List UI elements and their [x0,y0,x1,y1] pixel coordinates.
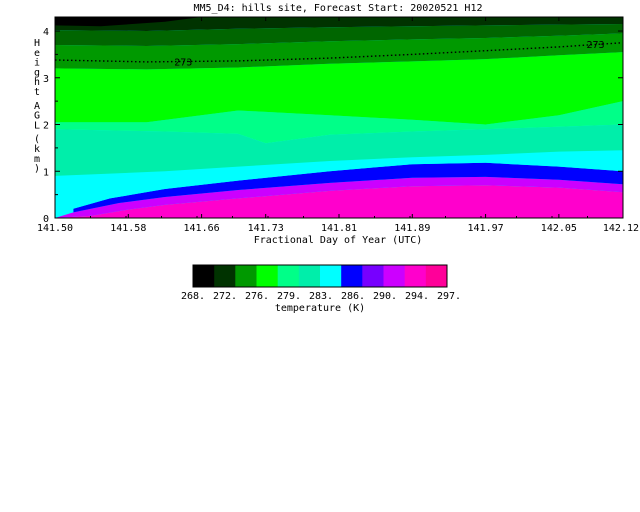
colorbar-swatch [362,265,384,287]
y-tick-label: 3 [43,74,49,85]
colorbar-swatch [404,265,427,287]
y-tick-label: 4 [43,27,49,38]
y-label-char: g [34,67,40,78]
contour-273 [55,42,623,63]
y-label-char: A [34,101,40,112]
colorbar-swatch [214,265,236,287]
y-label-char: i [34,58,40,69]
y-label-char: ) [34,164,40,175]
y-label-char: H [34,38,40,49]
colorbar-tick-label: 276. [245,291,269,302]
field-band-268-272 [55,33,623,70]
colorbar: 268. 272. 276. 279. 283. 286. 290. 294. 297. [181,264,461,302]
colorbar-swatch [425,265,448,287]
y-tick-label: 0 [43,214,49,225]
x-axis: 141.50 141.58 141.66 141.73 141.81 141.89 141.… [37,17,639,234]
colorbar-tick-label: 294. [405,291,429,302]
colorbar-tick-label: 268. [181,291,205,302]
y-label-char: ( [34,134,40,145]
field-band-290-294 [55,176,623,218]
colorbar-tick-label: 283. [309,291,333,302]
colorbar-label: temperature (K) [275,303,365,314]
colorbar-tick-label: 279. [277,291,301,302]
field-band-272-276 [55,52,623,125]
colorbar-swatch [320,265,342,287]
x-tick-label: 142.05 [541,223,577,234]
field-band-260-264 [55,17,623,31]
colorbar-swatch [256,265,279,287]
colorbar-swatch [235,265,257,287]
field-band-283-286 [55,150,623,218]
x-tick-label: 141.97 [468,223,504,234]
y-label-char: L [34,120,40,131]
x-tick-label: 141.58 [110,223,146,234]
colorbar-swatch [277,265,300,287]
y-label-char: G [34,111,40,122]
contour-label: 273 [586,40,604,51]
plot-area: 273 273 [55,17,623,218]
y-axis: 0 1 2 3 4 [43,27,623,225]
colorbar-swatch [193,265,215,287]
y-label-char: e [34,48,40,59]
y-label-char: h [34,77,40,88]
colorbar-tick-label: 286. [341,291,365,302]
x-tick-label: 141.66 [184,223,220,234]
chart-title: MM5_D4: hills site, Forecast Start: 2002… [194,3,483,14]
colorbar-swatch [341,265,363,287]
x-tick-label: 141.50 [37,223,73,234]
field-band-279-283 [55,124,623,176]
colorbar-tick-label: 272. [213,291,237,302]
colorbar-swatch [383,265,406,287]
field-band-294-297 [55,185,623,218]
colorbar-tick-label: 297. [437,291,461,302]
x-tick-label: 141.73 [248,223,284,234]
y-label-char: k [34,144,40,155]
field-band-286-290 [73,162,623,213]
y-tick-label: 1 [43,167,49,178]
field-band-below-260 [55,17,202,27]
x-tick-label: 142.12 [603,223,639,234]
y-label-char: m [34,154,40,165]
colorbar-tick-label: 290. [373,291,397,302]
field-band-276-279 [55,101,623,144]
x-tick-label: 141.81 [321,223,357,234]
y-label-char: t [34,87,40,98]
x-axis-label: Fractional Day of Year (UTC) [254,235,423,246]
colorbar-swatch [298,265,321,287]
colorbar-frame [192,264,448,288]
y-tick-label: 2 [43,121,49,132]
x-tick-label: 141.89 [394,223,430,234]
field-band-264-268 [55,24,623,46]
contour-label: 273 [174,57,192,68]
